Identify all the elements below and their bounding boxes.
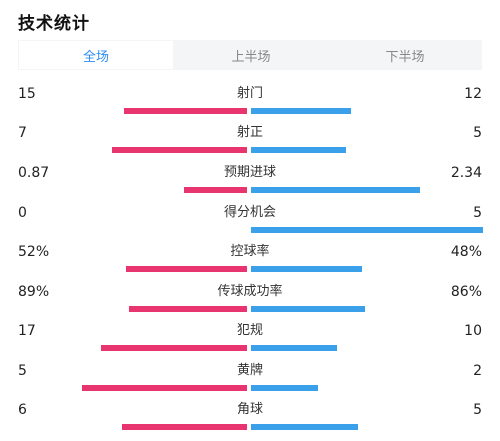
stat-label: 射门 <box>236 86 263 101</box>
stat-row-expected-goals: 0.87 预期进球 2.34 <box>0 164 500 204</box>
away-value: 12 <box>464 86 482 102</box>
stat-row-pass-accuracy: 89% 传球成功率 86% <box>0 283 500 323</box>
stat-row-fouls: 17 犯规 10 <box>0 322 500 362</box>
away-value: 86% <box>450 284 482 300</box>
away-bar <box>251 147 346 153</box>
stat-row-corners: 6 角球 5 <box>0 401 500 441</box>
page-title: 技术统计 <box>18 14 90 34</box>
tab-first-half[interactable]: 上半场 <box>231 49 271 65</box>
home-bar <box>124 108 247 114</box>
away-bar <box>251 424 358 430</box>
stat-label: 犯规 <box>236 323 263 338</box>
home-value: 89% <box>18 284 50 300</box>
home-bar <box>122 424 247 430</box>
away-bar <box>251 345 337 351</box>
away-bar <box>251 187 420 193</box>
home-value: 52% <box>18 244 50 260</box>
home-value: 6 <box>18 402 27 418</box>
home-value: 17 <box>18 323 36 339</box>
stat-label: 得分机会 <box>223 205 276 220</box>
away-bar <box>251 266 362 272</box>
stat-row-possession: 52% 控球率 48% <box>0 243 500 283</box>
away-bar <box>251 108 351 114</box>
away-value: 5 <box>473 125 482 141</box>
home-bar <box>126 266 247 272</box>
home-value: 0.87 <box>18 165 50 181</box>
away-bar <box>251 227 483 233</box>
period-tabs: 全场 上半场 下半场 <box>18 40 482 70</box>
away-value: 2.34 <box>450 165 482 181</box>
stat-row-yellow-cards: 5 黄牌 2 <box>0 362 500 402</box>
stat-label: 预期进球 <box>223 165 276 180</box>
stat-label: 角球 <box>236 402 263 417</box>
home-bar <box>101 345 247 351</box>
away-value: 5 <box>473 402 482 418</box>
stat-label: 射正 <box>236 125 263 140</box>
home-bar <box>129 306 247 312</box>
away-value: 10 <box>464 323 482 339</box>
stat-label: 传球成功率 <box>217 284 283 299</box>
stat-row-big-chances: 0 得分机会 5 <box>0 204 500 244</box>
away-bar <box>251 306 365 312</box>
home-value: 7 <box>18 125 27 141</box>
home-bar <box>82 385 247 391</box>
away-value: 48% <box>450 244 482 260</box>
stat-label: 黄牌 <box>236 363 263 378</box>
home-bar <box>184 187 247 193</box>
home-value: 5 <box>18 363 27 379</box>
tab-full-match[interactable]: 全场 <box>18 40 174 70</box>
home-bar <box>112 147 247 153</box>
stat-label: 控球率 <box>230 244 270 259</box>
away-bar <box>251 385 318 391</box>
stat-row-shots: 15 射门 12 <box>0 85 500 125</box>
tab-second-half[interactable]: 下半场 <box>385 49 425 65</box>
away-value: 2 <box>473 363 482 379</box>
home-value: 0 <box>18 205 27 221</box>
home-value: 15 <box>18 86 36 102</box>
away-value: 5 <box>473 205 482 221</box>
stat-row-shots-on-target: 7 射正 5 <box>0 124 500 164</box>
